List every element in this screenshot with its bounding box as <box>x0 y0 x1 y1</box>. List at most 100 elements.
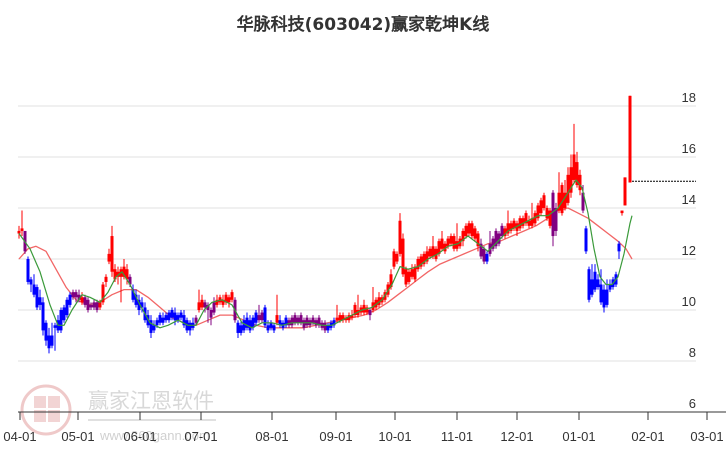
candle <box>509 220 513 234</box>
candle <box>107 248 111 265</box>
candle <box>29 276 33 293</box>
watermark-url: www.360gann.com <box>99 428 210 443</box>
candle <box>449 233 453 247</box>
candle <box>452 233 456 252</box>
candle <box>245 312 249 331</box>
candle <box>536 202 540 221</box>
candle <box>530 202 534 229</box>
y-tick-label: 10 <box>682 294 696 309</box>
ma-short-line <box>18 179 633 329</box>
candle <box>125 264 129 285</box>
candle <box>362 299 366 316</box>
candle <box>236 320 240 339</box>
candle <box>569 154 573 198</box>
candle <box>560 182 564 216</box>
candle <box>74 289 78 303</box>
candle <box>92 299 96 310</box>
candle <box>275 294 279 326</box>
candle <box>527 215 531 229</box>
candle <box>152 320 156 333</box>
candle <box>518 215 522 231</box>
grid-lines <box>18 105 696 362</box>
candle <box>566 167 570 206</box>
candle <box>398 213 402 257</box>
candle <box>470 220 474 239</box>
candle <box>101 281 105 305</box>
candle <box>314 317 318 328</box>
candle <box>89 302 93 310</box>
y-tick-label: 14 <box>682 192 696 207</box>
candle <box>533 210 537 226</box>
x-tick-label: 01-01 <box>562 429 595 444</box>
candle <box>131 284 135 303</box>
candle <box>209 307 213 326</box>
candle <box>596 274 600 290</box>
candle <box>485 251 489 265</box>
candle <box>170 307 174 321</box>
candle <box>443 241 447 254</box>
candle <box>20 210 24 237</box>
candle <box>491 236 495 252</box>
candle <box>431 236 435 259</box>
candle <box>290 315 294 328</box>
candle <box>524 210 528 226</box>
candle <box>182 310 186 328</box>
candle <box>305 315 309 328</box>
candle <box>572 123 576 183</box>
candle <box>224 292 228 305</box>
x-tick-label: 04-01 <box>3 429 36 444</box>
candle <box>548 208 552 229</box>
candle <box>539 197 543 216</box>
candle <box>167 310 171 323</box>
candle <box>608 279 612 293</box>
candle <box>628 95 632 183</box>
x-tick-label: 11-01 <box>441 429 473 444</box>
candle <box>104 274 108 288</box>
candle <box>68 292 72 308</box>
candle <box>521 215 525 229</box>
candle <box>53 322 57 351</box>
candle <box>164 312 168 323</box>
candle <box>425 246 429 265</box>
candle <box>419 253 423 270</box>
candle <box>590 264 594 298</box>
candle <box>395 251 399 265</box>
y-tick-label: 18 <box>682 90 696 105</box>
candle <box>188 320 192 336</box>
candle <box>257 304 261 323</box>
candle <box>161 312 165 326</box>
candle <box>368 307 372 321</box>
candle <box>59 307 63 333</box>
candle <box>158 312 162 326</box>
candle <box>323 320 327 333</box>
candle <box>317 315 321 328</box>
candle <box>455 223 459 252</box>
candle <box>332 317 336 328</box>
candle <box>62 304 66 323</box>
candle <box>221 294 225 308</box>
candle <box>197 289 201 313</box>
candle <box>617 241 621 259</box>
candle <box>266 320 270 333</box>
x-tick-label: 03-01 <box>690 429 723 444</box>
candle <box>203 299 207 313</box>
candle <box>137 294 141 316</box>
candlesticks <box>17 95 632 354</box>
candle <box>44 320 48 346</box>
candle <box>545 205 549 221</box>
candle <box>83 294 87 308</box>
candle <box>65 297 69 318</box>
y-tick-label: 6 <box>689 396 696 411</box>
candle <box>287 317 291 328</box>
candle <box>254 310 258 326</box>
candle <box>623 177 627 206</box>
candle <box>464 223 468 239</box>
candle <box>467 220 471 237</box>
candle <box>248 315 252 333</box>
candle <box>278 315 282 328</box>
candle <box>365 304 369 316</box>
candle <box>326 322 330 333</box>
candle <box>341 312 345 323</box>
chart-title: 华脉科技(603042)赢家乾坤K线 <box>236 15 490 35</box>
x-tick-label: 12-01 <box>500 429 533 444</box>
